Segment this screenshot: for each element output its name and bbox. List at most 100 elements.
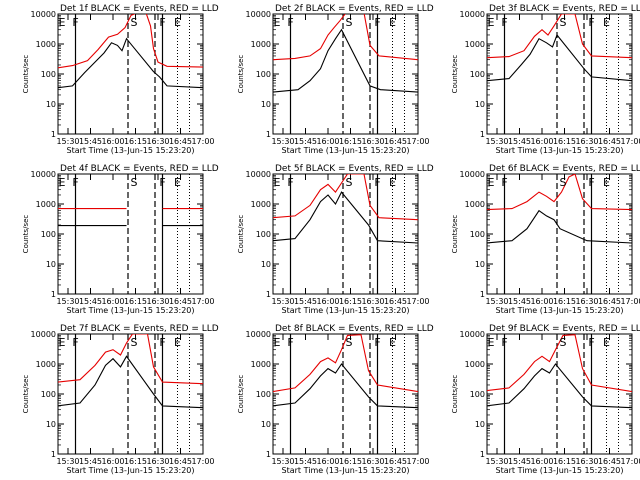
x-tick-label: 17:00 bbox=[191, 137, 214, 146]
y-axis-label: Counts/sec bbox=[237, 215, 245, 254]
y-tick-label: 100 bbox=[41, 70, 56, 79]
y-tick-label: 10000 bbox=[246, 10, 271, 19]
y-axis-label: Counts/sec bbox=[22, 55, 30, 94]
panel-3: Det 3f BLACK = Events, RED = LLD 1 10 100 10… bbox=[451, 4, 640, 155]
x-tick-label: 17:00 bbox=[620, 457, 640, 466]
x-tick-label: 17:00 bbox=[191, 457, 214, 466]
panel-5: Det 5f BLACK = Events, RED = LLD 1 10 100 10… bbox=[237, 164, 434, 315]
y-tick-label: 10000 bbox=[246, 170, 271, 179]
phase-marker-e: E bbox=[274, 336, 281, 349]
y-axis-label: Counts/sec bbox=[22, 375, 30, 414]
y-axis-label: Counts/sec bbox=[451, 55, 459, 94]
y-tick-label: 1 bbox=[480, 130, 485, 139]
plot-frame bbox=[272, 173, 419, 295]
events-curve bbox=[273, 28, 418, 93]
y-tick-label: 100 bbox=[470, 230, 485, 239]
y-tick-label: 1000 bbox=[251, 200, 271, 209]
lld-curve bbox=[58, 14, 203, 69]
y-tick-label: 1 bbox=[480, 290, 485, 299]
x-tick-label: 15:45 bbox=[508, 297, 531, 306]
plot-frame bbox=[57, 333, 204, 455]
phase-marker-f: F bbox=[374, 176, 380, 189]
x-axis-label: Start Time (13-Jun-15 15:23:20) bbox=[496, 306, 624, 315]
x-tick-label: 16:45 bbox=[384, 137, 407, 146]
x-tick-label: 15:30 bbox=[485, 297, 508, 306]
y-axis-label: Counts/sec bbox=[237, 55, 245, 94]
y-tick-label: 10 bbox=[261, 100, 271, 109]
y-tick-label: 1000 bbox=[465, 360, 485, 369]
y-tick-label: 10000 bbox=[31, 170, 56, 179]
y-tick-label: 10000 bbox=[460, 330, 485, 339]
phase-marker-f: F bbox=[588, 336, 594, 349]
panel-title: Det 6f BLACK = Events, RED = LLD bbox=[489, 164, 640, 174]
phase-marker-e: E bbox=[274, 16, 281, 29]
x-tick-label: 16:30 bbox=[146, 137, 169, 146]
y-tick-label: 10000 bbox=[460, 10, 485, 19]
x-tick-label: 16:15 bbox=[339, 297, 362, 306]
phase-marker-f: F bbox=[501, 336, 507, 349]
y-tick-label: 1 bbox=[266, 290, 271, 299]
phase-marker-f: F bbox=[501, 16, 507, 29]
x-axis-label: Start Time (13-Jun-15 15:23:20) bbox=[282, 306, 410, 315]
y-tick-label: 100 bbox=[470, 70, 485, 79]
panel-title: Det 2f BLACK = Events, RED = LLD bbox=[275, 4, 434, 14]
phase-marker-f: F bbox=[72, 16, 78, 29]
x-axis-label: Start Time (13-Jun-15 15:23:20) bbox=[496, 466, 624, 475]
phase-marker-f: F bbox=[159, 336, 165, 349]
panel-title: Det 8f BLACK = Events, RED = LLD bbox=[275, 324, 434, 334]
x-tick-label: 16:45 bbox=[384, 457, 407, 466]
x-tick-label: 16:30 bbox=[146, 297, 169, 306]
panel-title: Det 1f BLACK = Events, RED = LLD bbox=[60, 4, 219, 14]
panel-title: Det 5f BLACK = Events, RED = LLD bbox=[275, 164, 434, 174]
x-tick-label: 16:15 bbox=[553, 457, 576, 466]
lld-curve bbox=[487, 174, 632, 211]
y-tick-label: 1 bbox=[480, 450, 485, 459]
x-tick-label: 15:45 bbox=[508, 137, 531, 146]
events-curve bbox=[487, 363, 632, 409]
y-tick-label: 1000 bbox=[251, 360, 271, 369]
x-tick-label: 17:00 bbox=[620, 297, 640, 306]
phase-marker-f: F bbox=[287, 336, 293, 349]
y-tick-label: 100 bbox=[256, 230, 271, 239]
y-tick-label: 10000 bbox=[31, 10, 56, 19]
y-tick-label: 100 bbox=[470, 390, 485, 399]
x-tick-label: 16:00 bbox=[530, 457, 553, 466]
y-tick-label: 10 bbox=[261, 260, 271, 269]
phase-marker-f: F bbox=[588, 16, 594, 29]
x-tick-label: 16:15 bbox=[553, 137, 576, 146]
x-tick-label: 15:30 bbox=[485, 457, 508, 466]
lld-curve bbox=[273, 174, 418, 221]
panel-title: Det 4f BLACK = Events, RED = LLD bbox=[60, 164, 219, 174]
y-tick-label: 1000 bbox=[36, 360, 56, 369]
x-tick-label: 17:00 bbox=[406, 457, 429, 466]
x-axis-label: Start Time (13-Jun-15 15:23:20) bbox=[67, 306, 195, 315]
phase-marker-e: E bbox=[389, 176, 396, 189]
x-tick-label: 16:00 bbox=[101, 137, 124, 146]
panel-6: Det 6f BLACK = Events, RED = LLD 1 10 100 10… bbox=[451, 164, 640, 315]
x-tick-label: 15:45 bbox=[79, 457, 102, 466]
x-tick-label: 15:30 bbox=[271, 457, 294, 466]
y-tick-label: 10 bbox=[46, 420, 56, 429]
x-tick-label: 16:45 bbox=[169, 457, 192, 466]
x-tick-label: 17:00 bbox=[191, 297, 214, 306]
events-curve bbox=[487, 209, 632, 244]
x-tick-label: 15:30 bbox=[271, 297, 294, 306]
phase-marker-e: E bbox=[174, 176, 181, 189]
x-tick-label: 16:30 bbox=[361, 457, 384, 466]
phase-marker-s: S bbox=[131, 176, 138, 189]
phase-marker-f: F bbox=[287, 176, 293, 189]
y-tick-label: 10 bbox=[46, 100, 56, 109]
x-tick-label: 16:00 bbox=[101, 297, 124, 306]
x-axis-label: Start Time (13-Jun-15 15:23:20) bbox=[282, 146, 410, 155]
phase-marker-e: E bbox=[59, 176, 66, 189]
panel-title: Det 9f BLACK = Events, RED = LLD bbox=[489, 324, 640, 334]
phase-marker-s: S bbox=[560, 176, 567, 189]
x-axis-label: Start Time (13-Jun-15 15:23:20) bbox=[496, 146, 624, 155]
panel-9: Det 9f BLACK = Events, RED = LLD 1 10 100 10… bbox=[451, 324, 640, 475]
x-tick-label: 16:15 bbox=[339, 457, 362, 466]
phase-marker-f: F bbox=[72, 336, 78, 349]
y-axis-label: Counts/sec bbox=[22, 215, 30, 254]
x-tick-label: 16:15 bbox=[124, 297, 147, 306]
y-axis-label: Counts/sec bbox=[237, 375, 245, 414]
x-tick-label: 15:30 bbox=[271, 137, 294, 146]
